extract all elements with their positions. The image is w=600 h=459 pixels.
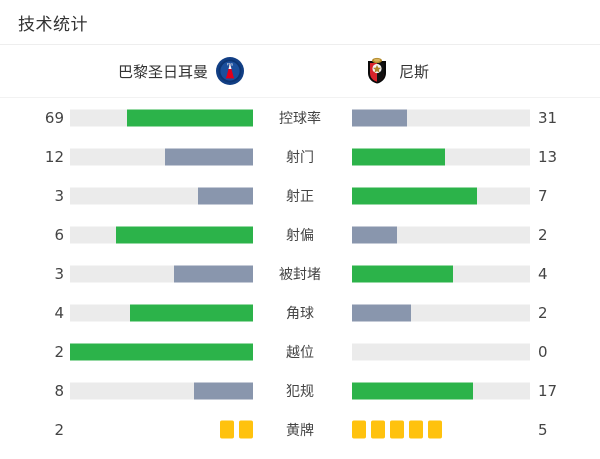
home-bar-fill	[70, 343, 253, 360]
stat-label: 被封堵	[279, 266, 321, 283]
home-bar-track	[70, 304, 253, 321]
away-bar-fill	[352, 187, 477, 204]
away-bar-track	[352, 382, 530, 399]
stat-row: 69 31 控球率	[0, 98, 600, 137]
away-bar-fill	[352, 148, 445, 165]
away-bar-track	[352, 109, 530, 126]
away-value: 17	[538, 381, 558, 400]
stat-label: 控球率	[279, 110, 321, 127]
header-divider	[0, 44, 600, 45]
stats-list: 69 31 控球率 12 13 射门 3 7 射正 6 2 射偏 3 4 被封堵 4 2 角球 2 0 越位 8 17 犯规 2…	[0, 98, 600, 449]
home-value: 69	[44, 108, 64, 127]
yellow-card-icon	[390, 420, 404, 439]
yellow-card-icon	[428, 420, 442, 439]
away-value: 4	[538, 264, 548, 283]
home-value: 12	[44, 147, 64, 166]
away-value: 5	[538, 420, 548, 439]
home-bar-fill	[165, 148, 253, 165]
home-bar-fill	[115, 226, 253, 243]
page-title: 技术统计	[18, 14, 88, 35]
home-value: 3	[54, 264, 64, 283]
away-value: 7	[538, 186, 548, 205]
away-value: 13	[538, 147, 558, 166]
yellow-card-icon	[409, 420, 423, 439]
away-bar-fill	[352, 109, 408, 126]
home-value: 3	[54, 186, 64, 205]
home-bar-track	[70, 109, 253, 126]
panel-header: 技术统计	[0, 0, 600, 44]
away-bar-fill	[352, 382, 474, 399]
home-bar-fill	[174, 265, 253, 282]
away-bar-track	[352, 148, 530, 165]
home-value: 2	[54, 342, 64, 361]
stat-row: 3 4 被封堵	[0, 254, 600, 293]
home-bar-track	[70, 343, 253, 360]
stat-row: 6 2 射偏	[0, 215, 600, 254]
home-bar-fill	[194, 382, 253, 399]
stat-row: 2 0 越位	[0, 332, 600, 371]
stat-label: 越位	[286, 344, 314, 361]
stat-label: 犯规	[286, 383, 314, 400]
away-team-name: 尼斯	[399, 62, 430, 81]
away-value: 0	[538, 342, 548, 361]
home-team-name: 巴黎圣日耳曼	[118, 62, 209, 81]
teams-divider	[0, 97, 600, 98]
home-yellow-cards	[70, 420, 253, 439]
yellow-card-icon	[220, 420, 234, 439]
away-value: 2	[538, 303, 548, 322]
psg-crest-icon: PSG	[215, 56, 245, 86]
home-team: 巴黎圣日耳曼 PSG	[118, 56, 245, 86]
away-bar-fill	[352, 226, 397, 243]
stat-row: 4 2 角球	[0, 293, 600, 332]
stat-row: 2 5 黄牌	[0, 410, 600, 449]
away-bar-track	[352, 265, 530, 282]
nice-crest-icon	[362, 56, 392, 86]
stat-label: 射正	[286, 188, 314, 205]
stat-row: 3 7 射正	[0, 176, 600, 215]
stat-label: 射门	[286, 149, 314, 166]
home-bar-track	[70, 148, 253, 165]
home-bar-fill	[130, 304, 253, 321]
away-value: 31	[538, 108, 558, 127]
stat-row: 8 17 犯规	[0, 371, 600, 410]
away-yellow-cards	[352, 420, 530, 439]
stat-label: 角球	[286, 305, 314, 322]
yellow-card-icon	[239, 420, 253, 439]
yellow-card-icon	[352, 420, 366, 439]
away-bar-fill	[352, 265, 454, 282]
away-bar-track	[352, 187, 530, 204]
home-value: 8	[54, 381, 64, 400]
svg-text:PSG: PSG	[227, 63, 234, 67]
teams-header: 巴黎圣日耳曼 PSG	[0, 45, 600, 97]
home-bar-track	[70, 226, 253, 243]
home-value: 4	[54, 303, 64, 322]
home-bar-fill	[198, 187, 253, 204]
home-bar-track	[70, 382, 253, 399]
away-bar-fill	[352, 304, 411, 321]
stat-row: 12 13 射门	[0, 137, 600, 176]
home-bar-track	[70, 187, 253, 204]
home-bar-track	[70, 265, 253, 282]
away-value: 2	[538, 225, 548, 244]
away-bar-track	[352, 343, 530, 360]
away-team: 尼斯	[362, 56, 429, 86]
home-value: 2	[54, 420, 64, 439]
home-bar-fill	[126, 109, 253, 126]
stat-label: 射偏	[286, 227, 314, 244]
stat-label: 黄牌	[286, 422, 314, 439]
home-value: 6	[54, 225, 64, 244]
away-bar-track	[352, 304, 530, 321]
away-bar-track	[352, 226, 530, 243]
yellow-card-icon	[371, 420, 385, 439]
